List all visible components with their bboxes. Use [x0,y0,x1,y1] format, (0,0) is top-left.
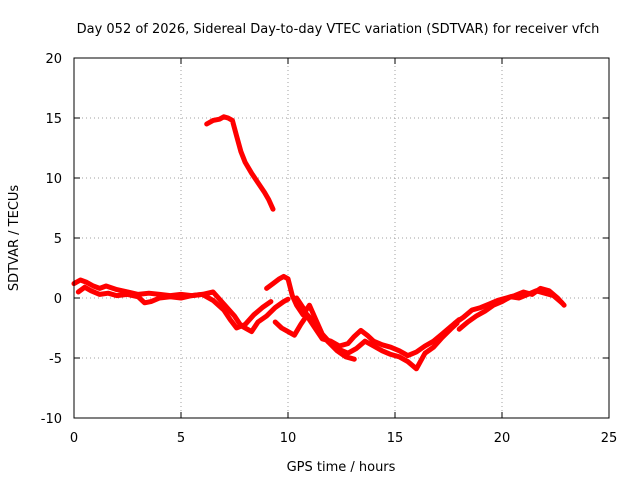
series-line-track-c [204,114,276,212]
x-tick-label: 10 [280,431,297,446]
series-line-track-h [456,288,565,332]
x-tick-label: 25 [601,431,618,446]
series-line-track-b [75,284,274,331]
y-tick-label: 0 [54,292,62,307]
x-tick-label: 0 [70,431,78,446]
plot-frame [73,57,610,419]
x-tick-label: 5 [177,431,185,446]
y-tick-label: -10 [41,412,62,427]
y-tick-label: 20 [45,52,62,67]
x-tick-label: 15 [387,431,404,446]
y-axis-label: SDTVAR / TECUs [7,185,22,292]
series-line-track-f [272,312,357,362]
x-axis-label: GPS time / hours [287,460,396,475]
y-tick-label: -5 [49,352,62,367]
series-line-track-d [264,273,460,372]
chart-title: Day 052 of 2026, Sidereal Day-to-day VTE… [77,22,600,37]
series-layer [71,114,567,372]
y-tick-label: 5 [54,232,62,247]
x-tick-label: 20 [494,431,511,446]
ticks-layer: 0 5 10 15 20 25 -10 -5 0 5 10 15 20 [41,52,618,446]
grid-layer [74,58,609,418]
y-tick-label: 10 [45,172,62,187]
y-tick-label: 15 [45,112,62,127]
series-line-track-a [71,277,291,335]
